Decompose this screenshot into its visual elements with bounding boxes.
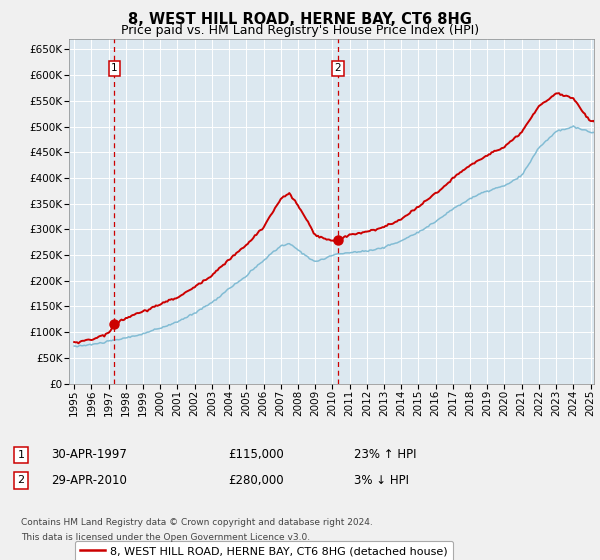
Text: £280,000: £280,000 — [228, 474, 284, 487]
Text: 8, WEST HILL ROAD, HERNE BAY, CT6 8HG: 8, WEST HILL ROAD, HERNE BAY, CT6 8HG — [128, 12, 472, 27]
Text: 2: 2 — [17, 475, 25, 486]
Text: Contains HM Land Registry data © Crown copyright and database right 2024.: Contains HM Land Registry data © Crown c… — [21, 518, 373, 527]
Text: This data is licensed under the Open Government Licence v3.0.: This data is licensed under the Open Gov… — [21, 533, 310, 542]
Text: 1: 1 — [17, 450, 25, 460]
Text: £115,000: £115,000 — [228, 448, 284, 461]
Legend: 8, WEST HILL ROAD, HERNE BAY, CT6 8HG (detached house), HPI: Average price, deta: 8, WEST HILL ROAD, HERNE BAY, CT6 8HG (d… — [74, 541, 453, 560]
Text: 23% ↑ HPI: 23% ↑ HPI — [354, 448, 416, 461]
Text: 2: 2 — [335, 63, 341, 73]
Text: 3% ↓ HPI: 3% ↓ HPI — [354, 474, 409, 487]
Text: 29-APR-2010: 29-APR-2010 — [51, 474, 127, 487]
Text: 1: 1 — [111, 63, 118, 73]
Text: Price paid vs. HM Land Registry's House Price Index (HPI): Price paid vs. HM Land Registry's House … — [121, 24, 479, 36]
Text: 30-APR-1997: 30-APR-1997 — [51, 448, 127, 461]
